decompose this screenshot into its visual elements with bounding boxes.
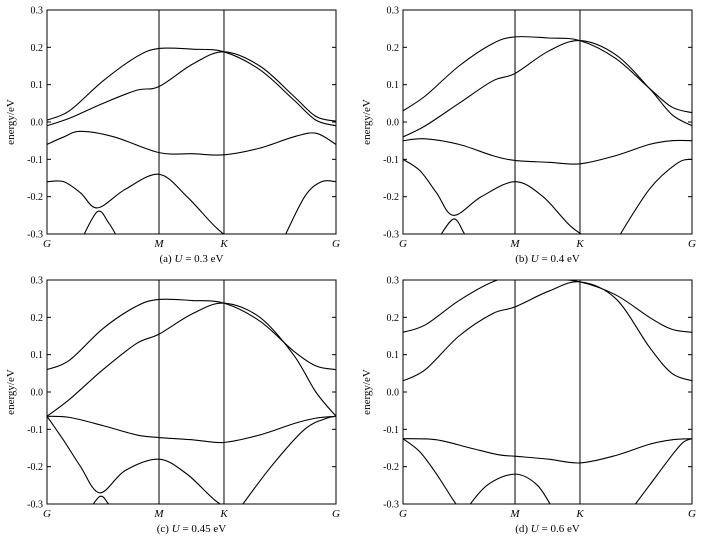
k-label: M bbox=[153, 508, 164, 520]
k-label: K bbox=[575, 508, 584, 520]
y-tick-label: -0.3 bbox=[27, 500, 43, 511]
y-tick-label: 0.0 bbox=[31, 118, 44, 129]
k-label: G bbox=[399, 508, 407, 520]
band-line bbox=[403, 438, 692, 464]
y-tick-label: 0.1 bbox=[387, 350, 400, 361]
panel-caption: (b) U = 0.4 eV bbox=[515, 253, 580, 265]
y-tick-label: 0.1 bbox=[387, 80, 400, 91]
y-tick-label: -0.1 bbox=[27, 155, 43, 166]
y-tick-label: 0.0 bbox=[387, 118, 400, 129]
k-label: G bbox=[399, 238, 407, 250]
band-line bbox=[47, 51, 336, 127]
band-panel-a: 0.3 0.2 0.1 0.0 -0.1 -0.2 -0.3 energy/eV G M K G (a)… bbox=[5, 6, 340, 266]
y-tick-label: -0.3 bbox=[383, 230, 399, 241]
y-tick-label: 0.2 bbox=[387, 313, 400, 324]
panel-caption: (a) U = 0.3 eV bbox=[160, 253, 224, 265]
band-line bbox=[285, 180, 336, 234]
k-label: G bbox=[43, 508, 51, 520]
band-line bbox=[440, 218, 466, 234]
k-label: K bbox=[219, 508, 228, 520]
y-tick-label: 0.1 bbox=[31, 80, 44, 91]
y-axis-label: energy/eV bbox=[361, 99, 373, 145]
band-panel-b: 0.3 0.2 0.1 0.0 -0.1 -0.2 -0.3 energy/eV G M K G (b)… bbox=[361, 6, 696, 266]
y-tick-label: 0.0 bbox=[387, 388, 400, 399]
band-line bbox=[403, 280, 692, 333]
y-tick-label: 0.2 bbox=[31, 43, 44, 54]
band-line bbox=[47, 130, 336, 156]
y-tick-label: 0.3 bbox=[31, 276, 44, 287]
band-panel-c: 0.3 0.2 0.1 0.0 -0.1 -0.2 -0.3 energy/eV G M K G (c)… bbox=[5, 276, 340, 536]
y-tick-label: -0.2 bbox=[383, 462, 399, 473]
k-label: K bbox=[219, 238, 228, 250]
y-tick-label: -0.3 bbox=[383, 500, 399, 511]
band-line bbox=[619, 158, 692, 234]
y-tick-label: 0.3 bbox=[31, 6, 44, 17]
band-line bbox=[47, 415, 221, 504]
k-label: G bbox=[332, 238, 340, 250]
k-label: M bbox=[153, 238, 164, 250]
panel-caption: (d) U = 0.6 eV bbox=[515, 523, 580, 535]
k-label: G bbox=[43, 238, 51, 250]
panel-caption: (c) U = 0.45 eV bbox=[157, 523, 227, 535]
y-tick-label: 0.2 bbox=[31, 313, 44, 324]
plot-frame bbox=[402, 279, 693, 505]
y-axis-label: energy/eV bbox=[5, 99, 17, 145]
band-line bbox=[83, 210, 117, 234]
y-tick-label: -0.1 bbox=[27, 425, 43, 436]
y-tick-label: 0.3 bbox=[387, 276, 400, 287]
band-line bbox=[469, 473, 551, 504]
y-tick-label: -0.1 bbox=[383, 155, 399, 166]
y-tick-label: 0.1 bbox=[31, 350, 44, 361]
band-panel-d: 0.3 0.2 0.1 0.0 -0.1 -0.2 -0.3 energy/eV G M K G (d)… bbox=[361, 276, 696, 536]
band-line bbox=[403, 40, 692, 138]
band-line bbox=[47, 302, 336, 417]
y-axis-label: energy/eV bbox=[361, 369, 373, 415]
band-line bbox=[403, 158, 583, 234]
k-label: G bbox=[688, 238, 696, 250]
band-line bbox=[634, 438, 692, 504]
band-line bbox=[403, 36, 692, 114]
band-line bbox=[403, 138, 692, 165]
band-line bbox=[47, 415, 336, 444]
band-line bbox=[403, 438, 457, 504]
y-tick-label: -0.2 bbox=[27, 192, 43, 203]
y-axis-label: energy/eV bbox=[5, 369, 17, 415]
k-label: G bbox=[332, 508, 340, 520]
y-tick-label: 0.2 bbox=[387, 43, 400, 54]
y-tick-label: -0.2 bbox=[27, 462, 43, 473]
band-line bbox=[47, 173, 225, 234]
band-line bbox=[242, 415, 336, 504]
band-line bbox=[47, 47, 336, 127]
y-tick-label: 0.3 bbox=[387, 6, 400, 17]
y-tick-label: 0.0 bbox=[31, 388, 44, 399]
y-tick-label: -0.3 bbox=[27, 230, 43, 241]
y-tick-label: -0.1 bbox=[383, 425, 399, 436]
band-line bbox=[403, 281, 692, 382]
band-line bbox=[92, 495, 110, 504]
k-label: G bbox=[688, 508, 696, 520]
k-label: M bbox=[509, 238, 520, 250]
y-tick-label: -0.2 bbox=[383, 192, 399, 203]
band-line bbox=[47, 298, 336, 371]
k-label: M bbox=[509, 508, 520, 520]
k-label: K bbox=[575, 238, 584, 250]
